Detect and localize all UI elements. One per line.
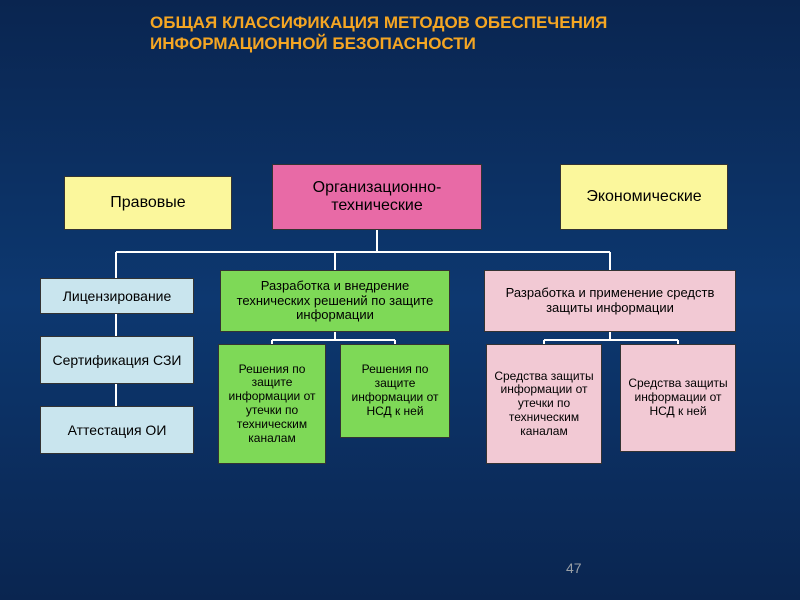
box-mid-right: Решения по защите информации от НСД к не…	[340, 344, 450, 438]
box-right-left: Средства защиты информации от утечки по …	[486, 344, 602, 464]
box-right-header: Разработка и применение средств защиты и…	[484, 270, 736, 332]
box-econ: Экономические	[560, 164, 728, 230]
box-licensing: Лицензирование	[40, 278, 194, 314]
box-attestation: Аттестация ОИ	[40, 406, 194, 454]
box-legal: Правовые	[64, 176, 232, 230]
box-orgtech: Организационно-технические	[272, 164, 482, 230]
box-certification: Сертификация СЗИ	[40, 336, 194, 384]
box-mid-header: Разработка и внедрение технических решен…	[220, 270, 450, 332]
box-mid-left: Решения по защите информации от утечки п…	[218, 344, 326, 464]
page-number: 47	[566, 560, 582, 576]
slide-title: ОБЩАЯ КЛАССИФИКАЦИЯ МЕТОДОВ ОБЕСПЕЧЕНИЯ …	[150, 12, 650, 55]
box-right-right: Средства защиты информации от НСД к ней	[620, 344, 736, 452]
